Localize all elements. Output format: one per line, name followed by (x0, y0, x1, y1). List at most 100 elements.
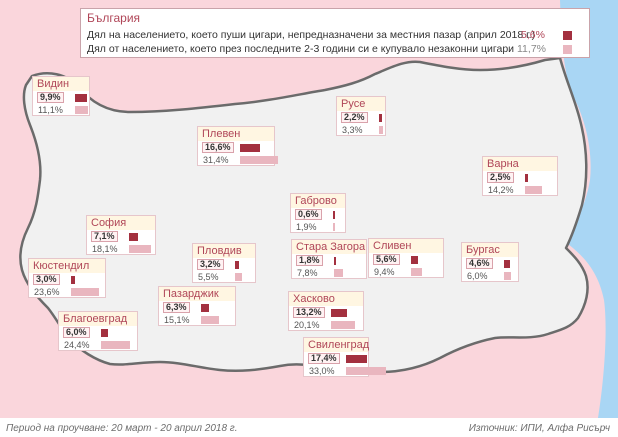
region-card-header (193, 244, 255, 258)
region-card-header (198, 127, 274, 141)
legend-value-smokers: 5,6% (521, 29, 545, 41)
region-name: Свиленград (308, 339, 370, 351)
region-buyers-bar (235, 273, 242, 281)
region-smokers-bar (129, 233, 138, 241)
region-buyers-bar (334, 269, 344, 277)
region-buyers-value: 20,1% (294, 320, 320, 330)
region-smokers-value: 3,2% (197, 259, 224, 270)
region-buyers-bar (331, 321, 356, 329)
region-name: Бургас (466, 244, 500, 256)
region-smokers-bar (346, 355, 367, 363)
region-card: Варна 2,5% 14,2% (482, 156, 558, 196)
black-sea (560, 0, 618, 418)
region-smokers-bar (334, 257, 337, 265)
region-card: Русе 2,2% 3,3% (336, 96, 386, 136)
region-smokers-bar (71, 276, 75, 284)
region-card: Габрово 0,6% 1,9% (290, 193, 346, 233)
region-smokers-value: 6,0% (63, 327, 90, 338)
region-card-header (159, 287, 235, 301)
legend-value-buyers: 11,7% (517, 43, 546, 55)
region-buyers-value: 23,6% (34, 287, 60, 297)
region-buyers-value: 18,1% (92, 244, 118, 254)
survey-period: Период на проучване: 20 март - 20 април … (6, 423, 238, 434)
region-name: Стара Загора (296, 241, 366, 253)
region-card-header (29, 259, 105, 273)
region-smokers-bar (333, 211, 335, 219)
legend-swatch-light (563, 45, 572, 54)
region-buyers-value: 1,9% (296, 222, 317, 232)
legend-box: България Дял на населението, което пуши … (80, 8, 590, 58)
region-card-header (337, 97, 385, 111)
legend-line-smokers: Дял на населението, което пуши цигари, н… (87, 29, 536, 41)
region-card-header (291, 194, 345, 208)
region-buyers-value: 33,0% (309, 366, 335, 376)
region-card: Пазарджик 6,3% 15,1% (158, 286, 236, 326)
region-smokers-value: 4,6% (466, 258, 493, 269)
region-card: Хасково 13,2% 20,1% (288, 291, 364, 331)
region-name: Кюстендил (33, 260, 90, 272)
region-card: Кюстендил 3,0% 23,6% (28, 258, 106, 298)
region-buyers-bar (75, 106, 89, 114)
region-card: София 7,1% 18,1% (86, 215, 156, 255)
region-name: София (91, 217, 127, 229)
region-name: Хасково (293, 293, 335, 305)
region-smokers-bar (411, 256, 418, 264)
region-card-header (289, 292, 363, 306)
region-smokers-value: 0,6% (295, 209, 322, 220)
region-smokers-bar (75, 94, 87, 102)
region-card-header (292, 240, 366, 254)
region-card-header (304, 338, 368, 352)
region-smokers-value: 17,4% (308, 353, 340, 364)
region-card-header (59, 312, 137, 326)
region-buyers-value: 3,3% (342, 125, 363, 135)
region-buyers-bar (129, 245, 151, 253)
region-buyers-bar (411, 268, 423, 276)
region-smokers-value: 13,2% (293, 307, 325, 318)
region-buyers-bar (379, 126, 383, 134)
data-source: Източник: ИПИ, Алфа Рисърч (468, 423, 610, 434)
region-name: Габрово (295, 195, 337, 207)
region-buyers-bar (346, 367, 386, 375)
region-card: Сливен 5,6% 9,4% (368, 238, 444, 278)
region-smokers-bar (525, 174, 528, 182)
region-card-header (87, 216, 155, 230)
region-card: Стара Загора 1,8% 7,8% (291, 239, 367, 279)
region-smokers-value: 3,0% (33, 274, 60, 285)
region-card-header (33, 77, 89, 91)
region-buyers-bar (71, 288, 100, 296)
region-smokers-value: 2,2% (341, 112, 368, 123)
region-smokers-value: 1,8% (296, 255, 323, 266)
region-smokers-value: 2,5% (487, 172, 514, 183)
region-name: Русе (341, 98, 366, 110)
region-smokers-value: 16,6% (202, 142, 234, 153)
region-buyers-value: 31,4% (203, 155, 229, 165)
region-buyers-bar (101, 341, 131, 349)
region-card-header (483, 157, 557, 171)
region-card: Плевен 16,6% 31,4% (197, 126, 278, 166)
region-card: Видин 9,9% 11,1% (32, 76, 90, 116)
region-smokers-value: 7,1% (91, 231, 118, 242)
region-smokers-bar (504, 260, 510, 268)
region-name: Пазарджик (163, 288, 219, 300)
region-smokers-bar (235, 261, 239, 269)
region-name: Пловдив (197, 245, 242, 257)
region-smokers-bar (379, 114, 382, 122)
region-smokers-bar (331, 309, 347, 317)
region-buyers-value: 14,2% (488, 185, 514, 195)
country-title: България (87, 11, 141, 25)
region-buyers-value: 9,4% (374, 267, 395, 277)
region-smokers-value: 9,9% (37, 92, 64, 103)
region-smokers-bar (240, 144, 260, 152)
region-buyers-bar (201, 316, 220, 324)
region-buyers-value: 11,1% (38, 105, 63, 115)
region-card-header (369, 239, 443, 253)
region-smokers-value: 5,6% (373, 254, 400, 265)
region-name: Плевен (202, 128, 241, 140)
region-smokers-bar (201, 304, 209, 312)
region-name: Видин (37, 78, 70, 90)
region-smokers-value: 6,3% (163, 302, 190, 313)
region-name: Сливен (373, 240, 412, 252)
legend-line-buyers: Дял от населението, което през последнит… (87, 43, 515, 55)
region-card-header (462, 243, 518, 257)
